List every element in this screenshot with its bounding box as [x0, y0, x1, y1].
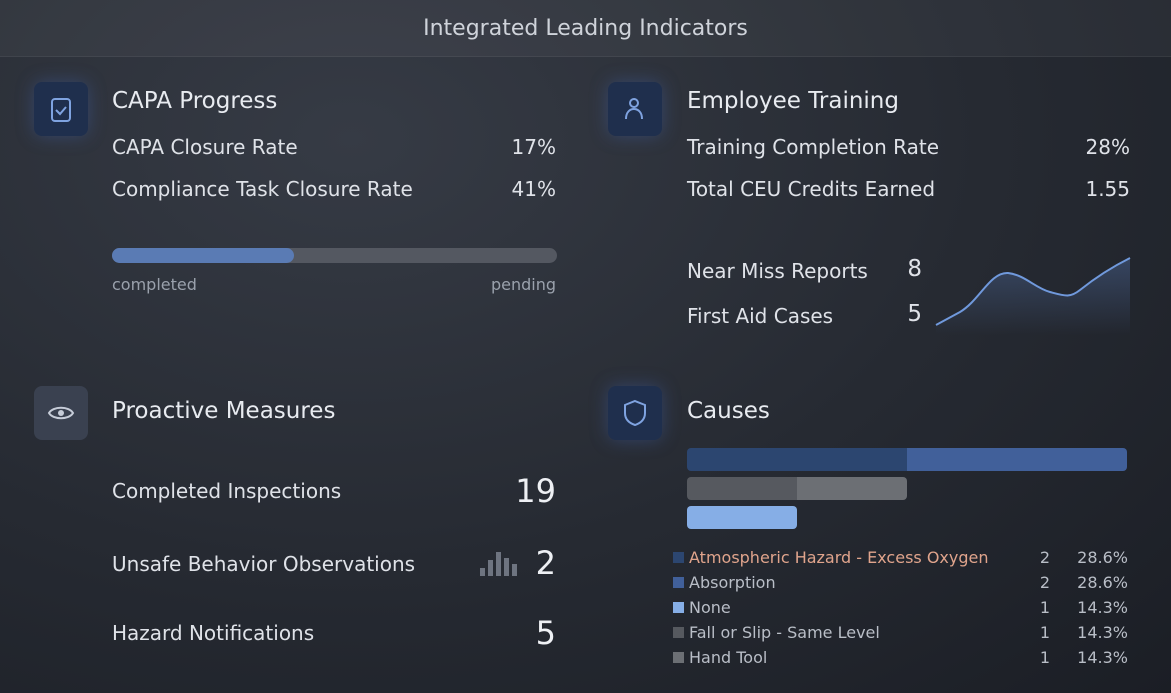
progress-label: pending — [490, 275, 556, 294]
icon-glyph — [625, 98, 643, 120]
legend-swatch — [673, 552, 684, 563]
icon-glyph — [51, 98, 71, 122]
cause-name: Absorption — [689, 573, 776, 592]
cause-count: 2 — [1039, 573, 1050, 592]
metric-label: Completed Inspections — [112, 479, 342, 503]
cause-percent: 28.6% — [1077, 573, 1128, 592]
icon-glyph — [47, 406, 75, 420]
cause-count: 2 — [1039, 548, 1050, 567]
cause-bar — [687, 448, 907, 471]
metric-value: 28% — [1085, 135, 1130, 159]
incident-label: Near Miss Reports — [687, 259, 868, 283]
cause-percent: 14.3% — [1077, 598, 1128, 617]
cause-bar — [687, 477, 797, 500]
metric-label: Training Completion Rate — [687, 135, 940, 159]
cause-count: 1 — [1039, 598, 1050, 617]
cause-percent: 14.3% — [1077, 648, 1128, 667]
page-title: Integrated Leading Indicators — [423, 16, 748, 41]
incident-value: 5 — [907, 301, 922, 327]
capa-icon — [34, 82, 88, 136]
metric-value: 41% — [511, 177, 556, 201]
incident-label: First Aid Cases — [687, 304, 834, 328]
section-title: Proactive Measures — [112, 398, 336, 424]
cause-bar — [797, 477, 907, 500]
metric-label: Hazard Notifications — [112, 621, 315, 645]
section-title: Causes — [687, 398, 770, 424]
metric-label: Total CEU Credits Earned — [687, 177, 936, 201]
header-bar — [0, 0, 1171, 57]
causes-icon — [608, 386, 662, 440]
cause-bar — [907, 448, 1127, 471]
section-title: CAPA Progress — [112, 88, 278, 114]
cause-count: 1 — [1039, 648, 1050, 667]
progress-track — [112, 248, 557, 263]
progress-label: completed — [112, 275, 197, 294]
cause-percent: 28.6% — [1077, 548, 1128, 567]
progress-fill — [112, 248, 295, 263]
training-icon — [608, 82, 662, 136]
metric-label: Compliance Task Closure Rate — [112, 177, 413, 201]
cause-name: Hand Tool — [689, 648, 768, 667]
metric-label: CAPA Closure Rate — [112, 135, 298, 159]
metric-value: 19 — [515, 472, 556, 510]
cause-percent: 14.3% — [1077, 623, 1128, 642]
cause-name: Atmospheric Hazard - Excess Oxygen — [689, 548, 989, 567]
sparkline — [935, 257, 1131, 335]
legend-swatch — [673, 602, 684, 613]
metric-value: 5 — [535, 614, 556, 652]
incident-value: 8 — [907, 256, 922, 282]
legend-swatch — [673, 652, 684, 663]
cause-count: 1 — [1039, 623, 1050, 642]
metric-label: Unsafe Behavior Observations — [112, 552, 416, 576]
section-title: Employee Training — [687, 88, 899, 114]
cause-bar — [687, 506, 797, 529]
cause-name: Fall or Slip - Same Level — [689, 623, 880, 642]
metric-value: 1.55 — [1085, 177, 1130, 201]
proactive-icon — [34, 386, 88, 440]
legend-swatch — [673, 577, 684, 588]
legend-swatch — [673, 627, 684, 638]
icon-glyph — [624, 399, 646, 427]
metric-value: 17% — [511, 135, 556, 159]
cause-name: None — [689, 598, 731, 617]
bar-icon — [480, 552, 517, 576]
metric-value: 2 — [535, 544, 556, 582]
